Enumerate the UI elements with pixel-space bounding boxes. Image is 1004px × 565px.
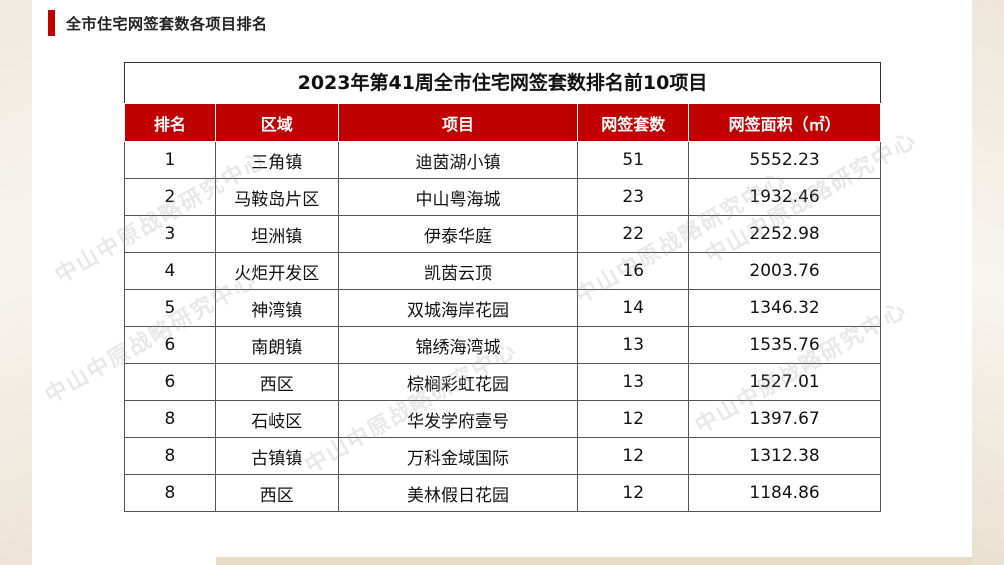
header-units: 网签套数 [577, 103, 690, 142]
table-header-row: 排名 区域 项目 网签套数 网签面积（㎡） [124, 103, 881, 142]
cell-project: 双城海岸花园 [337, 289, 579, 327]
cell-district: 坦洲镇 [214, 215, 339, 253]
cell-project: 锦绣海湾城 [337, 326, 579, 364]
cell-area: 2003.76 [688, 252, 881, 290]
cell-area: 1527.01 [688, 363, 881, 401]
cell-units: 12 [577, 474, 690, 512]
cell-area: 1397.67 [688, 400, 881, 438]
cell-project: 美林假日花园 [337, 474, 579, 512]
header-area: 网签面积（㎡） [688, 103, 881, 142]
ranking-table: 2023年第41周全市住宅网签套数排名前10项目 排名 区域 项目 网签套数 网… [124, 62, 881, 512]
cell-district: 火炬开发区 [214, 252, 339, 290]
cell-district: 西区 [214, 474, 339, 512]
cell-units: 23 [577, 178, 690, 216]
cell-area: 1346.32 [688, 289, 881, 327]
header-project: 项目 [337, 103, 579, 142]
cell-area: 1535.76 [688, 326, 881, 364]
title-accent-bar [48, 10, 55, 36]
cell-rank: 8 [124, 400, 216, 438]
table-row: 6 南朗镇 锦绣海湾城 13 1535.76 [124, 326, 881, 364]
cell-units: 12 [577, 437, 690, 475]
cell-rank: 8 [124, 474, 216, 512]
cell-units: 14 [577, 289, 690, 327]
cell-district: 古镇镇 [214, 437, 339, 475]
left-decorative-margin [0, 0, 32, 565]
table-row: 4 火炬开发区 凯茵云顶 16 2003.76 [124, 252, 881, 290]
cell-project: 伊泰华庭 [337, 215, 579, 253]
cell-rank: 8 [124, 437, 216, 475]
cell-area: 1184.86 [688, 474, 881, 512]
cell-units: 13 [577, 363, 690, 401]
cell-district: 神湾镇 [214, 289, 339, 327]
cell-district: 西区 [214, 363, 339, 401]
cell-units: 16 [577, 252, 690, 290]
table-row: 8 古镇镇 万科金域国际 12 1312.38 [124, 437, 881, 475]
cell-district: 石岐区 [214, 400, 339, 438]
cell-rank: 3 [124, 215, 216, 253]
table-row: 8 西区 美林假日花园 12 1184.86 [124, 474, 881, 512]
cell-rank: 6 [124, 363, 216, 401]
cell-area: 5552.23 [688, 141, 881, 179]
right-decorative-margin [972, 0, 1004, 565]
table-row: 1 三角镇 迪茵湖小镇 51 5552.23 [124, 141, 881, 179]
table-body: 1 三角镇 迪茵湖小镇 51 5552.23 2 马鞍岛片区 中山粤海城 23 1932.46 3 坦… [124, 141, 881, 512]
cell-project: 棕榈彩虹花园 [337, 363, 579, 401]
table-row: 8 石岐区 华发学府壹号 12 1397.67 [124, 400, 881, 438]
table-row: 5 神湾镇 双城海岸花园 14 1346.32 [124, 289, 881, 327]
header-district: 区域 [214, 103, 339, 142]
cell-area: 1312.38 [688, 437, 881, 475]
cell-area: 1932.46 [688, 178, 881, 216]
table-caption: 2023年第41周全市住宅网签套数排名前10项目 [124, 62, 881, 103]
cell-rank: 6 [124, 326, 216, 364]
cell-district: 三角镇 [214, 141, 339, 179]
cell-district: 南朗镇 [214, 326, 339, 364]
cell-units: 51 [577, 141, 690, 179]
table-row: 6 西区 棕榈彩虹花园 13 1527.01 [124, 363, 881, 401]
bottom-accent-strip [216, 557, 972, 565]
cell-rank: 5 [124, 289, 216, 327]
cell-units: 22 [577, 215, 690, 253]
cell-project: 中山粤海城 [337, 178, 579, 216]
table-row: 3 坦洲镇 伊泰华庭 22 2252.98 [124, 215, 881, 253]
cell-area: 2252.98 [688, 215, 881, 253]
cell-units: 13 [577, 326, 690, 364]
table-row: 2 马鞍岛片区 中山粤海城 23 1932.46 [124, 178, 881, 216]
cell-rank: 1 [124, 141, 216, 179]
page-title: 全市住宅网签套数各项目排名 [66, 15, 268, 33]
cell-units: 12 [577, 400, 690, 438]
cell-project: 万科金域国际 [337, 437, 579, 475]
cell-rank: 2 [124, 178, 216, 216]
cell-district: 马鞍岛片区 [214, 178, 339, 216]
cell-rank: 4 [124, 252, 216, 290]
cell-project: 华发学府壹号 [337, 400, 579, 438]
header-rank: 排名 [124, 103, 216, 142]
cell-project: 迪茵湖小镇 [337, 141, 579, 179]
cell-project: 凯茵云顶 [337, 252, 579, 290]
